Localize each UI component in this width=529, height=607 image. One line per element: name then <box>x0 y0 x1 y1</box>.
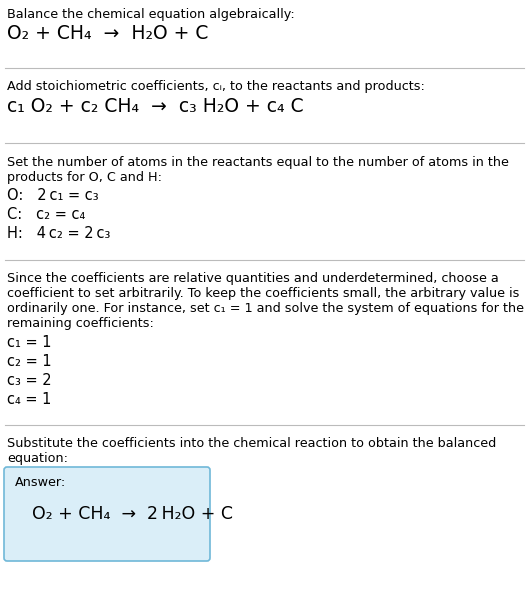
Text: Set the number of atoms in the reactants equal to the number of atoms in the: Set the number of atoms in the reactants… <box>7 156 509 169</box>
Text: Add stoichiometric coefficients, cᵢ, to the reactants and products:: Add stoichiometric coefficients, cᵢ, to … <box>7 80 425 93</box>
Text: coefficient to set arbitrarily. To keep the coefficients small, the arbitrary va: coefficient to set arbitrarily. To keep … <box>7 287 519 300</box>
Text: Answer:: Answer: <box>15 476 66 489</box>
Text: remaining coefficients:: remaining coefficients: <box>7 317 154 330</box>
FancyBboxPatch shape <box>4 467 210 561</box>
Text: c₄ = 1: c₄ = 1 <box>7 392 51 407</box>
Text: c₁ O₂ + c₂ CH₄  →  c₃ H₂O + c₄ C: c₁ O₂ + c₂ CH₄ → c₃ H₂O + c₄ C <box>7 97 304 116</box>
Text: O:   2 c₁ = c₃: O: 2 c₁ = c₃ <box>7 188 98 203</box>
Text: c₂ = 1: c₂ = 1 <box>7 354 51 369</box>
Text: equation:: equation: <box>7 452 68 465</box>
Text: products for O, C and H:: products for O, C and H: <box>7 171 162 184</box>
Text: O₂ + CH₄  →  2 H₂O + C: O₂ + CH₄ → 2 H₂O + C <box>32 505 233 523</box>
Text: Balance the chemical equation algebraically:: Balance the chemical equation algebraica… <box>7 8 295 21</box>
Text: ordinarily one. For instance, set c₁ = 1 and solve the system of equations for t: ordinarily one. For instance, set c₁ = 1… <box>7 302 524 315</box>
Text: C:   c₂ = c₄: C: c₂ = c₄ <box>7 207 85 222</box>
Text: O₂ + CH₄  →  H₂O + C: O₂ + CH₄ → H₂O + C <box>7 24 208 43</box>
Text: c₃ = 2: c₃ = 2 <box>7 373 51 388</box>
Text: Since the coefficients are relative quantities and underdetermined, choose a: Since the coefficients are relative quan… <box>7 272 499 285</box>
Text: c₁ = 1: c₁ = 1 <box>7 335 51 350</box>
Text: Substitute the coefficients into the chemical reaction to obtain the balanced: Substitute the coefficients into the che… <box>7 437 496 450</box>
Text: H:   4 c₂ = 2 c₃: H: 4 c₂ = 2 c₃ <box>7 226 110 241</box>
